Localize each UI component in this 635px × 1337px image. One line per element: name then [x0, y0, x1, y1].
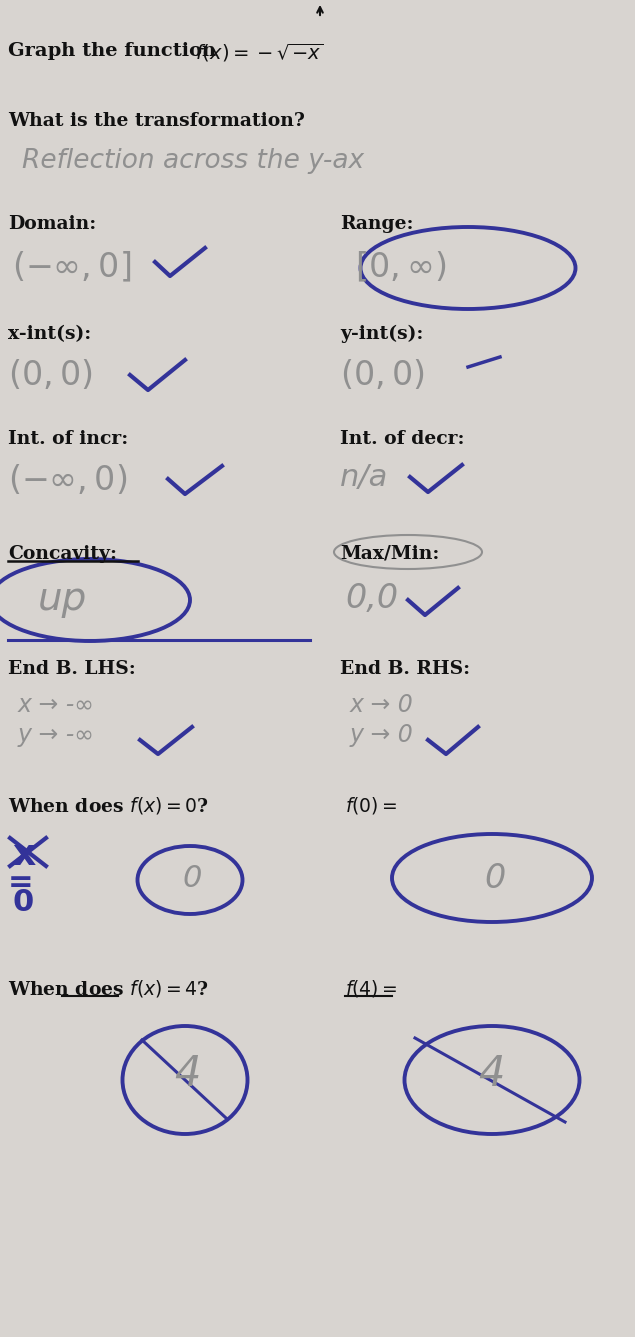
Text: End B. LHS:: End B. LHS:	[8, 660, 136, 678]
Text: 4: 4	[174, 1054, 201, 1095]
Text: When does $f(x) = 4$?: When does $f(x) = 4$?	[8, 977, 209, 999]
Text: x → 0: x → 0	[350, 693, 414, 717]
Text: 0: 0	[484, 862, 505, 894]
Text: $(-\infty, 0]$: $(-\infty, 0]$	[12, 250, 131, 285]
Text: $(-\infty, 0)$: $(-\infty, 0)$	[8, 463, 127, 497]
Text: Domain:: Domain:	[8, 215, 97, 233]
Text: Graph the function: Graph the function	[8, 41, 223, 60]
Text: 0: 0	[182, 864, 201, 893]
Text: $(0,0)$: $(0,0)$	[8, 358, 93, 392]
Text: 0: 0	[13, 888, 34, 917]
Text: $f(x)=-\sqrt{-x}$: $f(x)=-\sqrt{-x}$	[195, 41, 324, 64]
Text: y-int(s):: y-int(s):	[340, 325, 424, 344]
Text: Reflection across the y-ax: Reflection across the y-ax	[22, 148, 364, 174]
Text: n/a: n/a	[340, 463, 389, 492]
Text: $f(0)=$: $f(0)=$	[345, 796, 398, 816]
Text: 0,0: 0,0	[345, 582, 398, 615]
Text: Int. of incr:: Int. of incr:	[8, 431, 128, 448]
Text: Int. of decr:: Int. of decr:	[340, 431, 464, 448]
Text: $[0, \infty)$: $[0, \infty)$	[355, 250, 446, 285]
Text: Max/Min:: Max/Min:	[340, 545, 439, 563]
Text: $f(4)=$: $f(4)=$	[345, 977, 398, 999]
Text: x → -∞: x → -∞	[18, 693, 95, 717]
Text: $(0,0)$: $(0,0)$	[340, 358, 425, 392]
Text: =: =	[8, 868, 34, 897]
Text: y → 0: y → 0	[350, 723, 414, 747]
Text: Range:: Range:	[340, 215, 413, 233]
Text: x: x	[12, 838, 36, 872]
Text: 4: 4	[478, 1054, 504, 1095]
Text: up: up	[38, 580, 87, 618]
Text: End B. RHS:: End B. RHS:	[340, 660, 470, 678]
Text: Concavity:: Concavity:	[8, 545, 117, 563]
Text: x-int(s):: x-int(s):	[8, 325, 91, 344]
Text: What is the transformation?: What is the transformation?	[8, 112, 305, 130]
Text: y → -∞: y → -∞	[18, 723, 95, 747]
Text: When does $f(x) = 0$?: When does $f(x) = 0$?	[8, 796, 209, 816]
